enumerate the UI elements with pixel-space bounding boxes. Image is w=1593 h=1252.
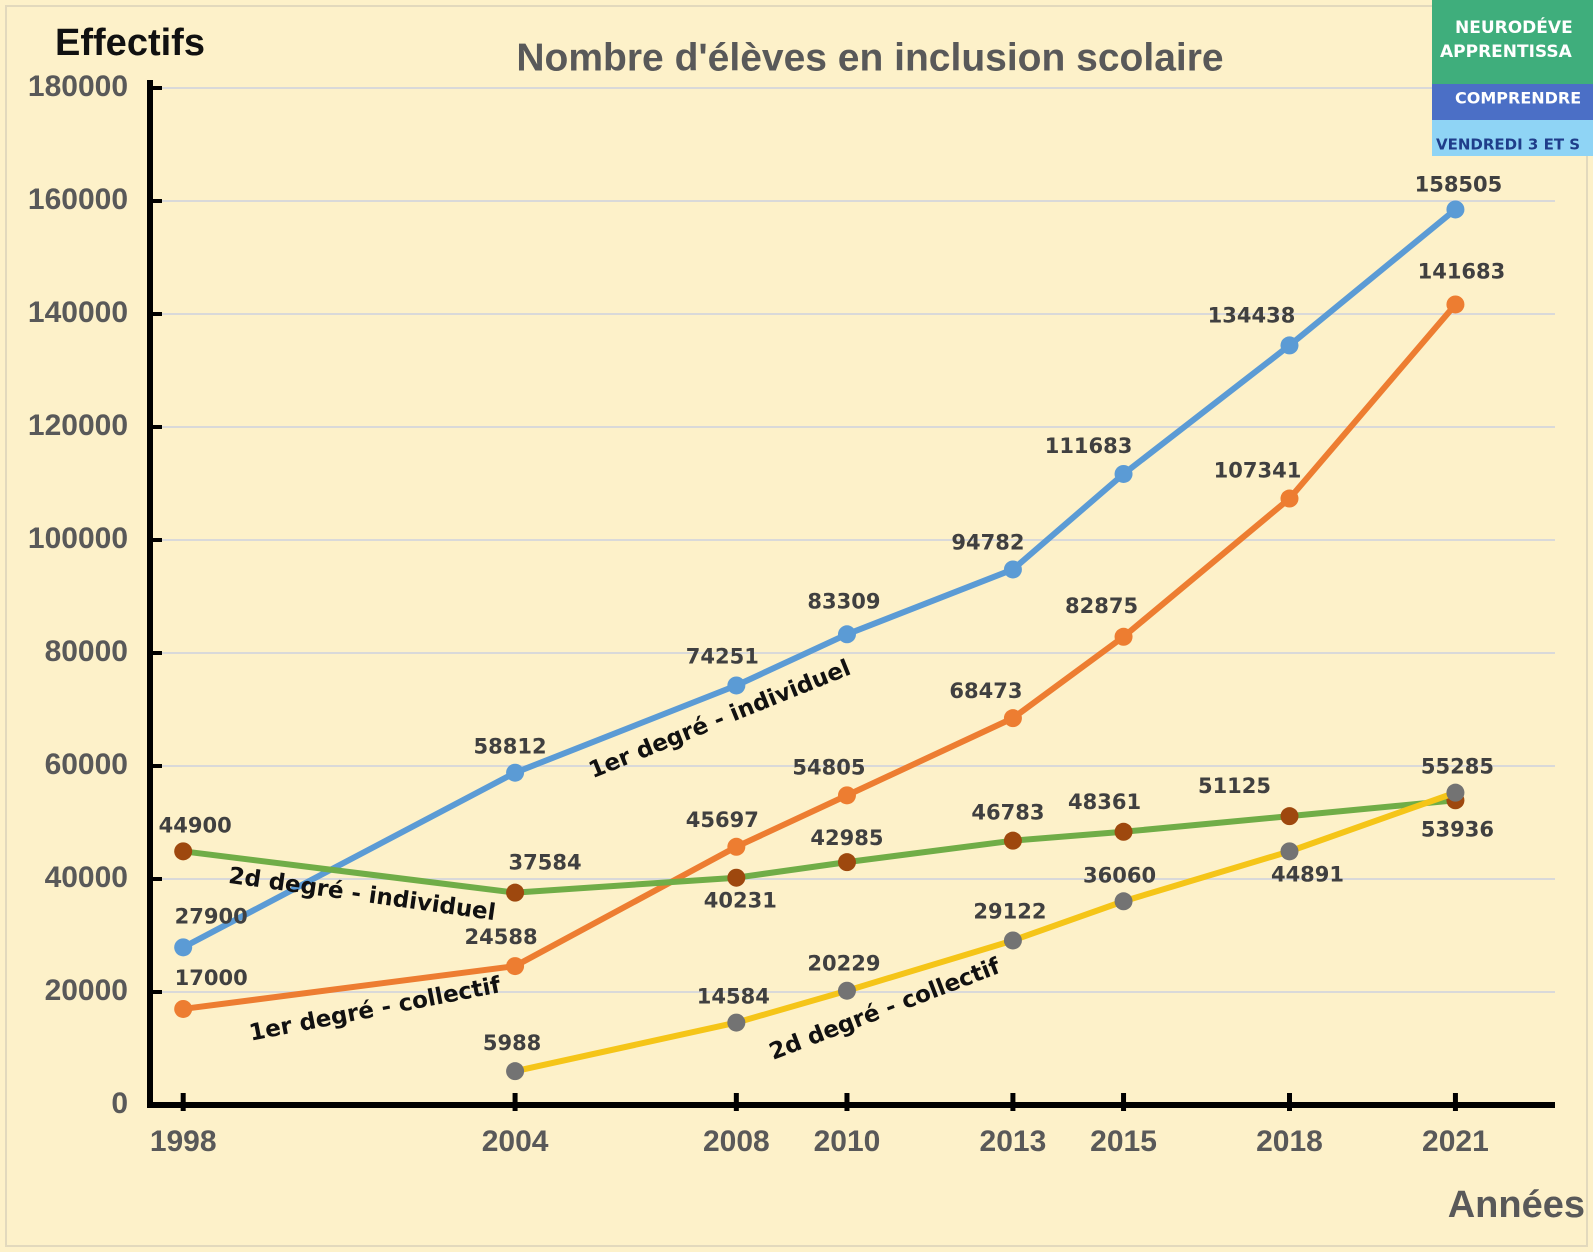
data-label: 51125: [1198, 774, 1271, 798]
y-tick-label: 20000: [45, 974, 128, 1007]
marker: [727, 868, 746, 887]
x-tick-label: 1998: [150, 1125, 217, 1158]
banner: NEURODÉVE APPRENTISSA COMPRENDRE VENDRED…: [1432, 0, 1593, 156]
marker: [174, 842, 193, 861]
marker: [506, 957, 525, 976]
y-tick-label: 100000: [28, 522, 128, 555]
x-tick-label: 2004: [482, 1125, 549, 1158]
data-label: 54805: [792, 755, 865, 779]
banner-text: VENDREDI 3 ET S: [1436, 136, 1580, 154]
data-label: 74251: [686, 644, 759, 668]
marker: [1446, 783, 1465, 802]
marker: [1280, 489, 1299, 508]
y-tick-label: 140000: [28, 296, 128, 329]
series-line: [182, 302, 1458, 1012]
data-label: 48361: [1068, 790, 1141, 814]
banner-top: [1432, 0, 1593, 84]
marker: [1280, 336, 1299, 355]
data-label: 29122: [973, 899, 1046, 923]
data-label: 45697: [686, 808, 759, 832]
data-label: 58812: [474, 735, 547, 759]
marker: [727, 676, 746, 695]
banner-text: NEURODÉVE: [1455, 16, 1573, 38]
data-label: 5988: [483, 1031, 541, 1055]
series-line: [181, 207, 1458, 951]
data-label: 53936: [1421, 817, 1494, 841]
x-tick-label: 2010: [814, 1125, 881, 1158]
frame: [5, 5, 1588, 1247]
marker: [1114, 627, 1133, 646]
y-tick-label: 160000: [28, 183, 128, 216]
marker: [727, 837, 746, 856]
marker: [1114, 464, 1133, 483]
x-tick-label: 2018: [1256, 1125, 1323, 1158]
banner-text: COMPRENDRE: [1455, 89, 1581, 108]
data-label: 68473: [949, 679, 1022, 703]
data-label: 141683: [1418, 259, 1506, 283]
chart-title: Nombre d'élèves en inclusion scolaire: [516, 36, 1223, 79]
x-tick-label: 2008: [703, 1125, 770, 1158]
marker: [1446, 200, 1465, 219]
y-tick-label: 80000: [45, 635, 128, 668]
x-tick-label: 2015: [1090, 1125, 1157, 1158]
data-label: 134438: [1208, 303, 1296, 327]
marker: [837, 853, 856, 872]
banner-middle: [1432, 84, 1593, 120]
data-label: 55285: [1421, 755, 1494, 779]
data-label: 36060: [1083, 863, 1156, 887]
y-tick-label: 0: [111, 1087, 128, 1120]
marker: [1003, 560, 1022, 579]
x-axis-label: Années: [1448, 1184, 1585, 1226]
marker: [837, 625, 856, 644]
marker: [174, 938, 193, 957]
series-line: [182, 797, 1456, 896]
marker: [837, 981, 856, 1000]
data-label: 107341: [1214, 459, 1302, 483]
data-label: 82875: [1065, 594, 1138, 618]
marker: [506, 763, 525, 782]
data-label: 20229: [807, 952, 880, 976]
data-label: 24588: [465, 925, 538, 949]
data-label: 44891: [1271, 862, 1344, 886]
banner-bottom: [1432, 120, 1593, 156]
data-label: 17000: [175, 966, 248, 990]
marker: [1114, 822, 1133, 841]
data-label: 42985: [810, 826, 883, 850]
y-tick-label: 180000: [28, 70, 128, 103]
data-label: 158505: [1415, 172, 1503, 196]
marker: [1003, 831, 1022, 850]
marker: [837, 786, 856, 805]
y-tick-label: 40000: [45, 861, 128, 894]
marker: [506, 883, 525, 902]
banner-text: APPRENTISSA: [1440, 42, 1573, 62]
y-tick-label: 120000: [28, 409, 128, 442]
marker: [1280, 807, 1299, 826]
marker: [1003, 709, 1022, 728]
x-tick-label: 2021: [1422, 1125, 1489, 1158]
x-tick-label: 2013: [980, 1125, 1047, 1158]
marker: [506, 1062, 525, 1081]
data-label: 37584: [509, 851, 582, 875]
data-label: 46783: [971, 801, 1044, 825]
data-label: 83309: [807, 589, 880, 613]
y-tick-label: 60000: [45, 748, 128, 781]
data-label: 94782: [951, 530, 1024, 554]
data-label: 14584: [697, 985, 770, 1009]
data-label: 27900: [175, 904, 248, 928]
data-label: 40231: [704, 889, 777, 913]
data-label: 111683: [1045, 434, 1133, 458]
marker: [1280, 842, 1299, 861]
marker: [727, 1013, 746, 1032]
data-label: 44900: [159, 813, 232, 837]
marker: [1446, 295, 1465, 314]
y-axis-label: Effectifs: [55, 22, 205, 64]
marker: [1114, 892, 1133, 911]
marker: [174, 999, 193, 1018]
marker: [1003, 931, 1022, 950]
